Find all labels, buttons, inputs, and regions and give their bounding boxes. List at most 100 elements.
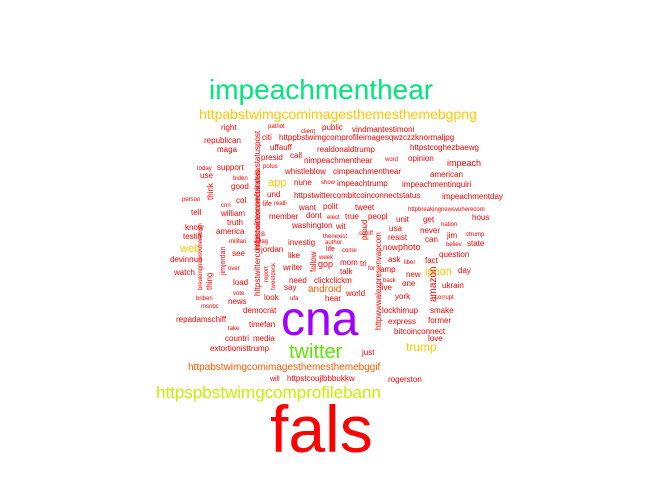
cloud-word: love — [428, 334, 443, 343]
cloud-word: rogerston — [388, 375, 422, 384]
cloud-word: thenexist — [323, 234, 347, 240]
cloud-word: jimjordan — [220, 246, 227, 276]
cloud-word: democrat — [243, 306, 277, 315]
cloud-word: will — [269, 376, 280, 383]
cloud-word: s — [261, 229, 265, 238]
cloud-word: hear — [325, 294, 341, 303]
cloud-word: life — [326, 246, 335, 253]
cloud-word: cimpeachmenthear — [333, 167, 401, 176]
cloud-word: unit — [396, 215, 410, 224]
cloud-word: over — [228, 266, 240, 272]
cloud-word: back — [383, 278, 397, 284]
cloud-word: countri — [225, 334, 249, 343]
cloud-word: cnn — [221, 203, 231, 209]
cloud-word: client — [301, 129, 315, 135]
cloud-word: clickclickm — [314, 276, 352, 285]
cloud-word: republican — [204, 136, 241, 145]
cloud-word: author — [325, 240, 342, 246]
cloud-word: liber — [404, 260, 415, 266]
cloud-word: watch — [173, 268, 195, 277]
cloud-word: patriot — [268, 124, 285, 130]
cloud-word: web — [179, 243, 200, 255]
cloud-word: col — [236, 196, 246, 205]
cloud-word: today — [197, 166, 212, 172]
cloud-word: app — [268, 177, 286, 189]
cloud-word: gop — [318, 259, 333, 269]
cloud-word: wit — [335, 222, 347, 231]
cloud-word: impeach — [447, 158, 481, 168]
cloud-word: testifi — [183, 232, 202, 241]
cloud-word: biden — [233, 176, 248, 182]
cloud-word: show — [321, 180, 336, 186]
cloud-word: proud — [360, 220, 369, 240]
cloud-word: talk — [340, 267, 353, 276]
cloud-word: amp — [380, 265, 396, 274]
cloud-word: know — [185, 223, 204, 232]
cloud-word: can — [425, 235, 438, 244]
cloud-word: iphon — [425, 266, 452, 278]
cloud-word: washington — [291, 221, 332, 230]
cloud-word: httpstcoujlbbbukkw — [287, 374, 355, 383]
cloud-word: httpwwwalexpresenvapcom — [374, 232, 383, 330]
cloud-word: call — [290, 151, 302, 160]
cloud-word: just — [361, 348, 375, 357]
cloud-word: militari — [229, 239, 246, 245]
cloud-word: ukrain — [442, 281, 464, 290]
cloud-word: for — [368, 266, 375, 272]
cloud-word: support — [217, 163, 244, 172]
cloud-word: william — [220, 209, 245, 218]
cloud-word: tri — [360, 259, 367, 268]
cloud-word: vote — [233, 291, 245, 297]
cloud-word: believ — [446, 242, 462, 248]
cloud-word: whistleblow — [284, 167, 326, 176]
cloud-word: bitcoinconnect — [394, 327, 446, 336]
cloud-word: impeachtrump — [337, 179, 388, 188]
cloud-word: twitter — [289, 341, 343, 363]
cloud-word: good — [231, 182, 249, 191]
cloud-word: httpstcoghezbaewg — [410, 143, 479, 152]
cloud-word: news — [228, 297, 247, 306]
cloud-word: fals — [270, 392, 373, 466]
cloud-word: writer — [282, 263, 303, 272]
cloud-word: httpbreakingnewsvuherecom — [408, 207, 485, 213]
cloud-word: true — [345, 212, 359, 221]
cloud-word: day — [458, 266, 471, 275]
cloud-word: load — [233, 278, 248, 287]
cloud-word: express — [388, 317, 416, 326]
cloud-word: httpstwittercombitcoinconnectstatus — [294, 191, 420, 200]
cloud-word: citi — [262, 133, 272, 142]
cloud-word: person — [182, 197, 200, 203]
cloud-word: ufa — [290, 296, 299, 302]
cloud-word: need — [289, 276, 307, 285]
cloud-word: usa — [389, 224, 402, 233]
cloud-word: thing — [205, 273, 214, 290]
cloud-word: potus — [263, 164, 278, 170]
cloud-word: amazon — [428, 266, 439, 302]
cloud-word: investig — [288, 238, 315, 247]
cloud-word: httpspbstwimgcomprofilebann — [156, 383, 381, 402]
cloud-word: world — [345, 289, 365, 298]
cloud-word: never — [420, 226, 440, 235]
cloud-word: ask — [388, 255, 401, 264]
cloud-word: say — [284, 283, 296, 292]
cloud-word: repadamschiff — [176, 315, 227, 324]
cloud-word: impeachmentday — [442, 192, 503, 201]
cloud-word: nation — [441, 222, 457, 228]
cloud-word: now — [383, 243, 398, 252]
cloud-word: former — [428, 316, 451, 325]
cloud-word: vindmantestimoni — [352, 125, 414, 134]
cloud-word: elect — [327, 215, 340, 221]
cloud-word: ctrump — [466, 232, 485, 238]
cloud-word: tweet — [355, 203, 375, 212]
cloud-word: trump — [406, 340, 437, 354]
cloud-word: devinnun — [170, 255, 202, 264]
cloud-word: extortionisttrump — [210, 344, 270, 353]
cloud-word: fact — [425, 256, 439, 265]
cloud-word: life — [263, 201, 272, 208]
cloud-word: one — [402, 279, 416, 288]
cloud-word: realdonaldtrump — [317, 145, 375, 154]
cloud-word: like — [288, 251, 301, 260]
cloud-word: american — [430, 170, 463, 179]
cloud-word: media — [253, 334, 275, 343]
